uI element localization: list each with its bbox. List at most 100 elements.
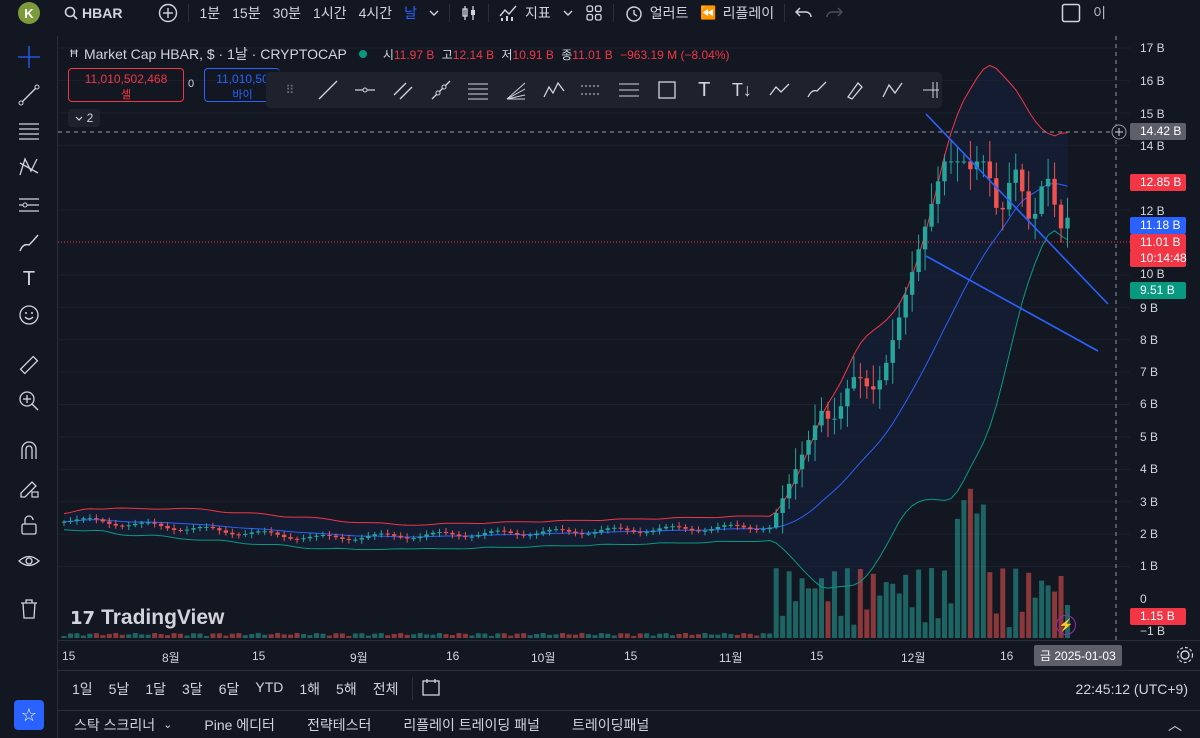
alert-button[interactable]: 얼러트 [618,0,695,26]
brush-tool[interactable] [14,230,44,256]
price-axis-label: 7 B [1140,365,1159,379]
interval-15m[interactable]: 15분 [232,5,261,21]
range-button[interactable]: 3달 [182,680,203,697]
candle-body [521,534,526,536]
candle-body [61,521,67,523]
fixed-range-button[interactable] [617,78,641,102]
compare-button[interactable] [152,0,184,26]
top-toolbar: K HBAR 1분 15분 30분 1시간 4시간 날 지표 얼러트 ⏪ 리플레… [0,0,1200,26]
trend-line-button[interactable] [316,78,340,102]
interval-dropdown[interactable] [423,0,445,26]
symbol-search[interactable]: HBAR [58,0,128,26]
rectangle-button[interactable] [655,78,679,102]
collapse-panel-button[interactable]: ︿ [1168,716,1182,733]
range-button[interactable]: 6달 [218,680,240,697]
price-axis[interactable]: 17 B 16 B 15 B 14 B 12 B 10 B 9 B 8 B 7 B 6 B 5 B 4… [1130,36,1200,640]
interval-1m[interactable]: 1분 [199,5,221,21]
hide-tool[interactable] [14,548,44,574]
zoom-tool[interactable] [14,388,44,414]
candle-body [994,178,999,208]
pattern-tool[interactable] [14,154,44,180]
range-button[interactable]: 5날 [108,680,130,697]
fullscreen-button[interactable] [1055,0,1087,26]
bottom-tab[interactable]: 스탁 스크리너 ⌄ [58,715,188,735]
brush-button[interactable] [805,78,829,102]
range-buttons: 1일 5날 1달 3달 6달 YTD 1해 5해 전체 [64,679,406,699]
range-button[interactable]: 1해 [299,680,321,697]
settings-button[interactable] [1176,646,1196,666]
candle-body [353,539,358,541]
interval-4h[interactable]: 4시간 [358,5,393,21]
trend-line-tool[interactable] [14,82,44,108]
magnet-tool[interactable] [14,438,44,464]
text-tool[interactable]: T [14,266,44,292]
range-button[interactable]: YTD [255,678,284,695]
range-button[interactable]: 5해 [336,680,357,697]
chart-canvas[interactable] [58,36,1130,640]
range-button[interactable]: 전체 [372,680,399,697]
measure-tool[interactable] [14,352,44,378]
bottom-tab[interactable]: Pine 에디터 [188,715,291,735]
bottom-tab[interactable]: 전략테스터 [291,715,387,735]
indicator-collapse-button[interactable]: 2 [68,109,100,127]
time-axis[interactable]: 15 8월 15 9월 16 10월 15 11월 15 12월 16 금 2025-01-03 [58,640,1200,670]
candle-body [301,538,306,540]
path-button[interactable] [768,78,792,102]
fib-fan-button[interactable] [504,78,528,102]
range-button[interactable]: 1일 [72,680,93,697]
interval-1d[interactable]: 날 [404,5,418,21]
text-note-button[interactable]: T↓ [730,78,754,102]
horizontal-ray-button[interactable] [353,78,377,102]
drag-handle[interactable]: ⠿ [278,78,302,102]
highlighter-button[interactable] [843,78,867,102]
lock-all-tool[interactable] [14,512,44,538]
candle-body [417,536,423,539]
extended-line-button[interactable] [429,78,453,102]
range-button[interactable]: 1달 [145,680,167,697]
fib-retracement-button[interactable] [466,78,490,102]
layouts-button[interactable] [579,0,609,26]
volume-bar [534,633,540,638]
time-axis-label: 10월 [531,651,556,665]
forecast-button[interactable] [579,78,603,102]
watchlist-button[interactable]: ☆ [14,700,44,730]
indicators-dropdown[interactable] [557,0,579,26]
buy-button[interactable]: 11,010,50 바이 [204,68,280,102]
volume-bar [670,635,676,638]
volume-tag: 1.15 B [1130,608,1186,625]
interval-30m[interactable]: 30분 [272,5,302,21]
interval-1h[interactable]: 1시간 [313,5,347,21]
crosshair-tool[interactable] [14,44,44,70]
text-button[interactable]: T [692,78,716,102]
replay-button[interactable]: ⏪ 리플레이 [694,0,780,26]
forecast-tool[interactable] [14,192,44,218]
volume-bar [954,518,960,638]
goto-date-button[interactable] [412,677,449,700]
lock-drawing-tool[interactable] [14,476,44,502]
fib-tool[interactable] [14,118,44,144]
right-menu-label[interactable]: 이 [1093,5,1107,21]
delete-tool[interactable] [14,596,44,622]
redo-button[interactable] [819,0,849,26]
emoji-tool[interactable] [14,302,44,328]
clock-display[interactable]: 22:45:12 (UTC+9) [1075,680,1188,697]
chart-pane[interactable]: Ħ Market Cap HBAR, $ · 1날 · CRYPTOCAP 시1… [58,36,1130,640]
parallel-channel-button[interactable] [391,78,415,102]
indicators-button[interactable]: 지표 [493,0,557,26]
lightning-event-icon[interactable]: ⚡ [1056,615,1076,635]
user-avatar[interactable]: K [18,2,40,24]
chart-type-button[interactable] [454,0,484,26]
volume-bar [780,615,786,638]
undo-button[interactable] [789,0,819,26]
candle-body [515,533,520,535]
bottom-tab[interactable]: 리플레이 트레이딩 패널 [387,715,556,735]
legend-title[interactable]: Market Cap HBAR, $ · 1날 · CRYPTOCAP [83,46,347,62]
sell-button[interactable]: 11,010,502,468 셀 [68,68,184,102]
abcd-pattern-button[interactable] [881,78,905,102]
candle-body [1007,182,1012,210]
candle-body [100,519,106,522]
bottom-tab[interactable]: 트레이딩패널 [556,715,665,735]
candle-body [482,532,488,536]
long-position-button[interactable] [918,78,942,102]
elliott-wave-button[interactable] [542,78,566,102]
